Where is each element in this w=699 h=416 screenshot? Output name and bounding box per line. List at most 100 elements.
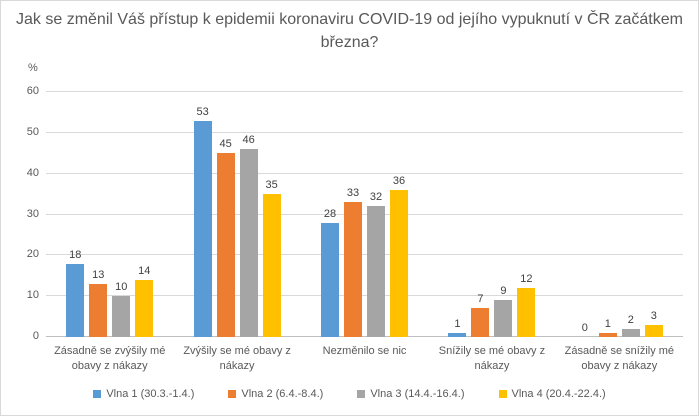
x-axis: Zásadně se zvýšily mé obavy z nákazy Zvýš… [46,344,683,374]
bar [262,194,281,337]
y-axis-unit-label: % [28,62,38,74]
bar-wrap: 53 [193,92,212,337]
bar-group: 18 13 10 14 [46,92,173,337]
category-label: Zásadně se zvýšily mé obavy z nákazy [54,345,166,372]
gridline [46,295,683,297]
bar-group: 0 1 2 3 [556,92,683,337]
bar-wrap: 28 [321,92,340,337]
legend-marker [498,390,507,398]
legend-item-label: Vlna 1 (30.3.-1.4.) [106,388,195,400]
bar-group: 1 7 9 12 [428,92,555,337]
bar-group: 28 33 32 36 [301,92,428,337]
bar-value-label: 1 [604,317,611,330]
bar-value-label: 36 [392,175,406,187]
legend-marker [357,390,366,398]
y-tick-label: 60 [26,85,39,97]
chart-title: Jak se změnil Váš přístup k epidemii kor… [16,11,683,51]
gridline [46,131,683,133]
bar [321,222,340,337]
bar [344,202,363,337]
bar-group: 53 45 46 35 [173,92,300,337]
bar-wrap: 14 [135,92,154,337]
bar-value-label: 53 [196,105,209,118]
bar-wrap: 3 [644,92,663,337]
y-tick-label: 50 [26,125,39,138]
legend-marker [228,390,237,398]
gridline [46,254,683,256]
legend-item-label: Vlna 2 (6.4.-8.4.) [241,388,324,400]
legend-item-label: Vlna 4 (20.4.-22.4.) [511,388,606,400]
y-tick-label: 20 [26,248,39,261]
bar-value-label: 35 [265,179,278,192]
category-label: Zásadně se snížily mé obavy z nákazy [564,345,675,372]
bar [494,300,513,337]
bar [621,328,640,337]
category-label: Snížily se mé obavy z nákazy [438,345,546,372]
bar-value-label: 10 [115,281,128,294]
bar [598,332,617,337]
bar-wrap: 45 [216,92,235,337]
bar-wrap: 32 [367,92,386,337]
bar-wrap: 7 [471,92,490,337]
bar-wrap: 1 [448,92,467,337]
legend-item: Vlna 4 (20.4.-22.4.) [498,388,606,400]
bar [193,120,212,337]
bar [644,324,663,337]
bar-wrap: 13 [89,92,108,337]
bar-wrap: 10 [112,92,131,337]
bar-wrap: 35 [262,92,281,337]
bar [66,263,85,337]
gridline [46,91,683,92]
bar-value-label: 33 [346,187,360,200]
bar-value-label: 13 [92,268,105,281]
bar-wrap: 0 [576,92,594,337]
bar-wrap: 2 [621,92,640,337]
bar [239,149,258,337]
gridline [46,172,683,174]
bar-groups: 18 13 10 14 53 45 46 35 28 33 32 36 1 7 9 12 0 1 2 3 [46,92,683,337]
bar-wrap: 18 [66,92,85,337]
bar [448,332,467,337]
bar [135,279,154,337]
bar [89,283,108,337]
legend: Vlna 1 (30.3.-1.4.) Vlna 2 (6.4.-8.4.) Vln… [1,388,698,400]
bar [517,288,536,337]
y-tick-label: 10 [26,289,39,302]
category-label: Zvýšily se mé obavy z nákazy [183,345,291,372]
plot-area: 0 10 20 30 40 50 60 18 13 10 14 53 45 46 35 28 33 32 36 1 7 9… [27,85,683,342]
bar-wrap: 1 [598,92,617,337]
bar-value-label: 2 [627,313,634,326]
bar-wrap: 9 [494,92,513,337]
y-tick-label: 40 [26,166,39,179]
legend-item: Vlna 1 (30.3.-1.4.) [93,388,194,400]
bar [216,153,235,337]
bar-value-label: 28 [323,207,337,220]
bar-value-label: 46 [242,134,255,147]
bar-value-label: 18 [69,248,82,261]
bar-value-label: 9 [500,285,507,298]
legend-item: Vlna 2 (6.4.-8.4.) [228,388,323,400]
category-label: Nezměnilo se nic [322,345,407,357]
legend-item-label: Vlna 3 (14.4.-16.4.) [370,388,465,400]
bar-wrap: 33 [344,92,363,337]
bar [367,206,386,337]
gridline [46,213,683,215]
bar [390,190,409,337]
bar-value-label: 32 [369,191,383,204]
y-tick-label: 0 [32,330,39,342]
y-tick-label: 30 [26,207,39,220]
legend-marker [93,390,102,398]
bar-wrap: 46 [239,92,258,337]
x-axis-line [46,336,683,337]
bar-value-label: 3 [650,309,657,322]
bar [112,296,131,337]
legend-item: Vlna 3 (14.4.-16.4.) [357,388,465,400]
bar-wrap: 36 [390,92,409,337]
bar-value-label: 7 [477,293,484,306]
bar [471,308,490,337]
bar-value-label: 14 [138,264,151,277]
bar-wrap: 12 [517,92,536,337]
bar-value-label: 0 [581,322,588,334]
bar-value-label: 12 [520,273,533,285]
